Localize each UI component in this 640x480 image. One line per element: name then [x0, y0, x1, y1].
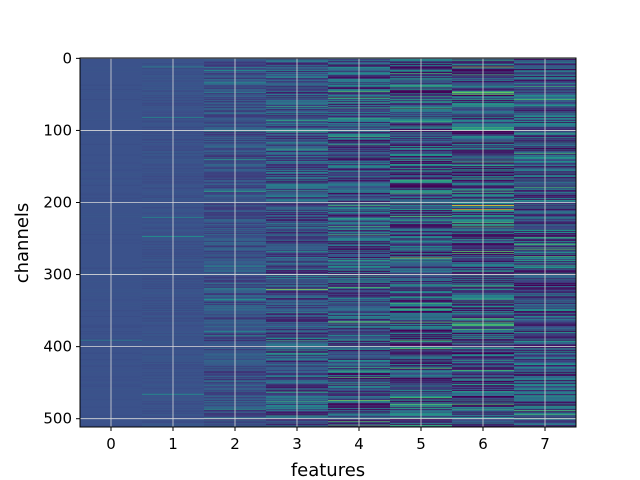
x-tick-label: 6 — [478, 435, 488, 453]
x-tick-label: 1 — [168, 435, 178, 453]
x-tick-label: 4 — [354, 435, 364, 453]
x-tick-label: 2 — [230, 435, 240, 453]
x-axis-label: features — [291, 460, 365, 480]
plot-frame — [79, 57, 577, 428]
x-tick-label: 0 — [106, 435, 116, 453]
y-tick-label: 0 — [62, 49, 72, 67]
y-tick-label: 400 — [43, 338, 72, 356]
x-axis-ticks: 0 1 2 3 4 5 6 7 — [106, 427, 550, 453]
x-tick-label: 7 — [540, 435, 550, 453]
y-tick-label: 300 — [43, 266, 72, 284]
heatmap-cells — [80, 58, 576, 428]
y-tick-label: 100 — [43, 121, 72, 139]
y-tick-label: 500 — [43, 410, 72, 428]
y-tick-label: 200 — [43, 194, 72, 212]
y-axis-label: channels — [12, 203, 33, 284]
x-tick-label: 5 — [416, 435, 426, 453]
x-tick-label: 3 — [292, 435, 302, 453]
y-axis-ticks: 0 100 200 300 400 500 — [43, 49, 80, 428]
